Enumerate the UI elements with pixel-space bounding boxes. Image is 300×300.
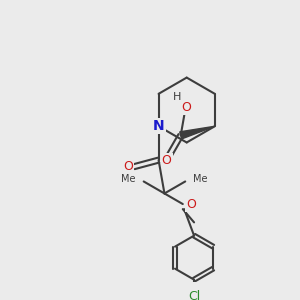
Text: Cl: Cl bbox=[188, 290, 200, 300]
Text: O: O bbox=[186, 197, 196, 211]
Text: O: O bbox=[123, 160, 133, 173]
Polygon shape bbox=[180, 126, 215, 139]
Text: O: O bbox=[162, 154, 172, 167]
Text: H: H bbox=[173, 92, 182, 102]
Text: Me: Me bbox=[193, 174, 208, 184]
Text: Me: Me bbox=[121, 174, 136, 184]
Text: N: N bbox=[153, 119, 164, 133]
Text: O: O bbox=[181, 100, 191, 113]
